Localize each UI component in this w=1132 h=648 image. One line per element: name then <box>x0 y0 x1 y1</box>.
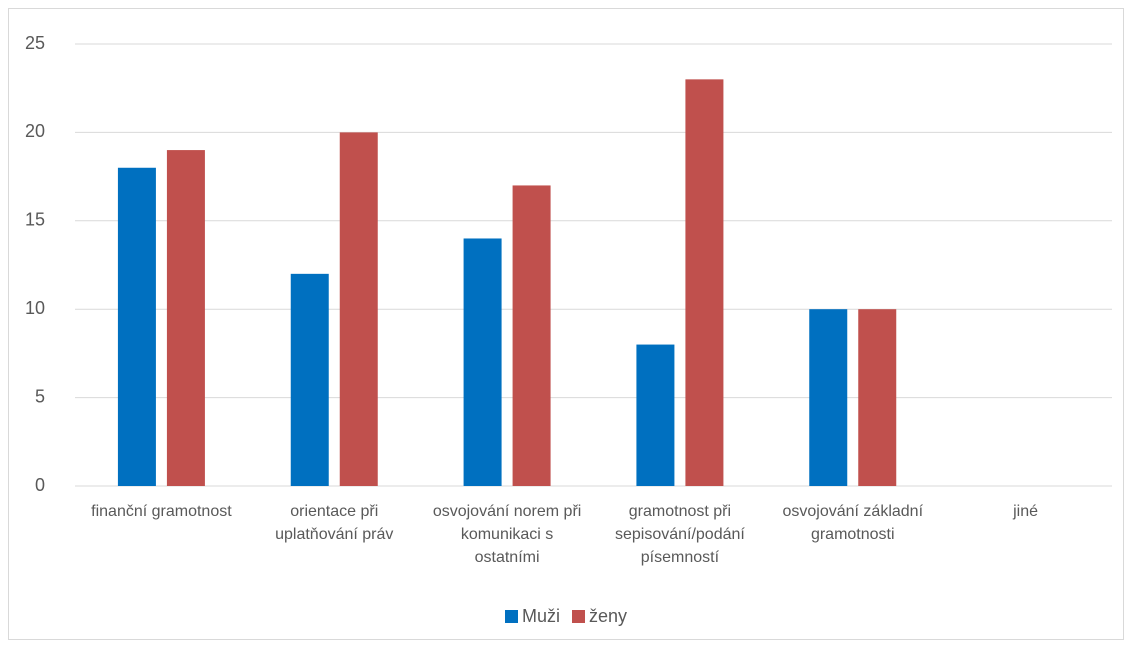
y-tick-label: 10 <box>25 298 45 318</box>
bar <box>809 309 848 486</box>
bar <box>636 344 675 486</box>
x-tick-label: finanční gramotnost <box>91 503 232 520</box>
x-tick-label: gramotnost při sepisování/podání písemno… <box>614 503 745 566</box>
legend: Muži ženy <box>0 606 1132 627</box>
y-tick-label: 5 <box>35 386 45 406</box>
bar <box>463 238 502 486</box>
legend-swatch <box>571 610 585 623</box>
y-tick-label: 20 <box>25 121 45 141</box>
x-tick-label: osvojování základní gramotnosti <box>782 503 924 543</box>
chart-frame <box>8 8 1124 640</box>
legend-item: ženy <box>571 606 628 627</box>
bar <box>166 150 205 486</box>
legend-label: ženy <box>588 606 628 626</box>
x-tick-label: osvojování norem při komunikaci s ostatn… <box>432 503 582 566</box>
legend-item: Muži <box>504 606 560 627</box>
legend-label: Muži <box>521 606 560 626</box>
bar <box>512 185 551 486</box>
y-tick-label: 25 <box>25 33 45 53</box>
bar <box>339 132 378 486</box>
y-tick-label: 15 <box>25 210 45 230</box>
bar <box>290 273 329 486</box>
bar <box>858 309 897 486</box>
x-tick-label: orientace při uplatňování práv <box>275 503 394 543</box>
bar <box>117 167 156 486</box>
bar <box>685 79 724 487</box>
legend-swatch <box>504 610 518 623</box>
x-tick-label: jiné <box>1013 503 1039 520</box>
y-tick-label: 0 <box>35 475 45 495</box>
